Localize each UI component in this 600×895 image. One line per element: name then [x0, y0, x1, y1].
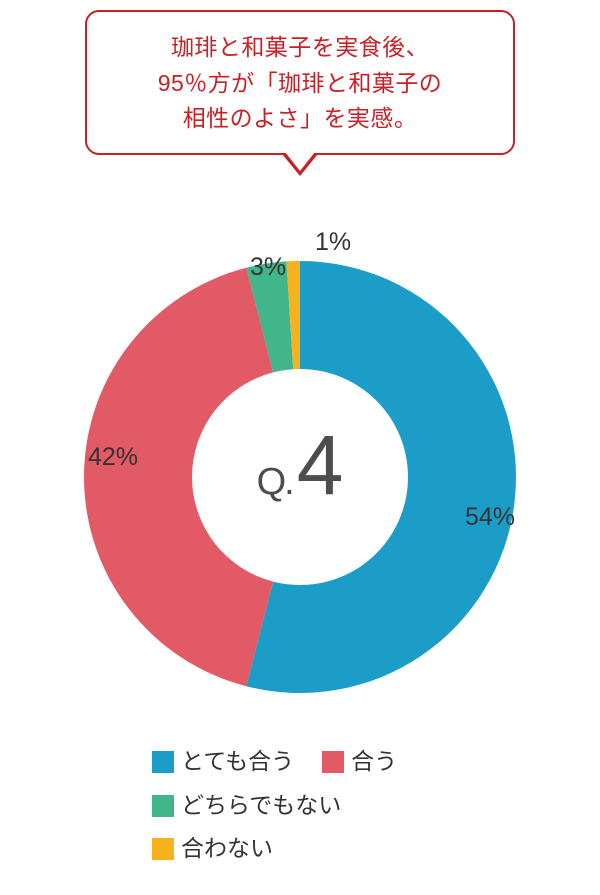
bubble-body: 珈琲と和菓子を実食後、 95％方が「珈琲と和菓子の 相性のよさ」を実感。: [85, 10, 515, 155]
legend-label: とても合う: [181, 740, 294, 784]
question-number: 4: [297, 423, 344, 507]
legend-swatch-icon: [152, 751, 174, 773]
legend-item: とても合う: [152, 740, 294, 784]
legend-row: 合わない: [152, 827, 492, 871]
legend-swatch-icon: [152, 795, 174, 817]
slice-pct-label: 1%: [315, 228, 351, 257]
bubble-line: 95％方が「珈琲と和菓子の: [107, 66, 493, 102]
legend-label: 合わない: [181, 827, 273, 871]
bubble-line: 珈琲と和菓子を実食後、: [107, 30, 493, 66]
question-number-label: Q. 4: [257, 423, 344, 507]
slice-pct-label: 54%: [465, 503, 515, 532]
legend-row: とても合う 合う: [152, 740, 492, 784]
slice-pct-label: 3%: [250, 253, 286, 282]
legend-row: どちらでもない: [152, 784, 492, 828]
legend-item: 合う: [322, 740, 397, 784]
legend-label: どちらでもない: [181, 784, 341, 828]
legend-label: 合う: [351, 740, 397, 784]
slice-pct-label: 42%: [88, 443, 138, 472]
legend-item: どちらでもない: [152, 784, 341, 828]
callout-bubble: 珈琲と和菓子を実食後、 95％方が「珈琲と和菓子の 相性のよさ」を実感。: [85, 10, 515, 155]
bubble-line: 相性のよさ」を実感。: [107, 101, 493, 137]
donut-chart: 珈琲と和菓子の相性はいかがでしたか？ Q. 4 54%42%3%1%: [60, 225, 540, 705]
legend-swatch-icon: [322, 751, 344, 773]
question-prefix: Q.: [257, 461, 293, 504]
legend-item: 合わない: [152, 827, 273, 871]
legend: とても合う 合うどちらでもない合わない: [152, 740, 492, 871]
donut-slice: [84, 268, 273, 686]
bubble-tail-icon: [285, 152, 315, 171]
legend-swatch-icon: [152, 838, 174, 860]
